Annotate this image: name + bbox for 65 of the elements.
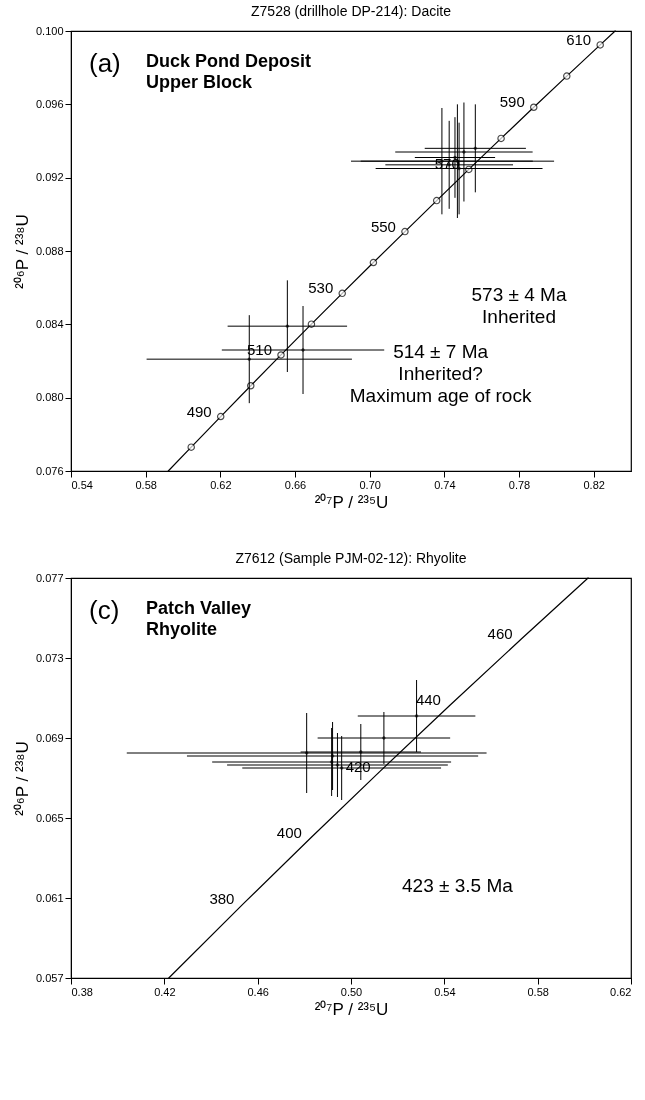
x-tick-label: 0.58 [527, 985, 549, 998]
annotation: Duck Pond Deposit Upper Block [146, 51, 312, 92]
y-axis-title: ²⁰⁶P / ²³⁸U [12, 214, 32, 289]
annotation: 530 [308, 279, 334, 297]
point [247, 357, 251, 361]
point [338, 289, 346, 298]
x-tick-label: 0.82 [583, 478, 605, 491]
annotation: 550 [370, 217, 396, 235]
x-tick-label: 0.46 [247, 985, 269, 998]
x-tick-label: 0.50 [340, 985, 363, 998]
x-tick-label: 0.58 [135, 478, 157, 491]
y-tick-label: 0.069 [35, 731, 64, 744]
annotation: (a) [89, 48, 121, 78]
y-tick-label: 0.088 [35, 244, 64, 257]
point [277, 351, 285, 359]
x-tick-label: 0.42 [154, 985, 176, 998]
point [432, 196, 441, 205]
y-axis-title: ²⁰⁶P / ²³⁸U [12, 741, 32, 816]
point [473, 146, 477, 150]
x-tick-label: 0.54 [434, 985, 456, 998]
x-axis-title: ²⁰⁷P / ²³⁵U [314, 999, 389, 1019]
point [401, 227, 409, 236]
y-tick-label: 0.092 [35, 171, 64, 184]
point [497, 134, 505, 143]
y-tick-label: 0.057 [35, 971, 64, 984]
point [596, 41, 604, 49]
x-axis-title: ²⁰⁷P / ²³⁵U [314, 492, 389, 512]
annotation: 490 [186, 402, 212, 420]
annotation: Patch Valley Rhyolite [146, 598, 252, 639]
chart-title: Z7528 (drillhole DP-214): Dacite [251, 3, 452, 19]
annotation: 610 [566, 30, 592, 48]
x-tick-label: 0.62 [610, 985, 632, 998]
annotation: 590 [499, 93, 525, 111]
point [529, 103, 538, 112]
annotation: 423 ± 3.5 Ma [402, 875, 514, 896]
x-tick-label: 0.54 [71, 478, 93, 491]
point [462, 150, 466, 154]
x-tick-label: 0.66 [284, 478, 307, 491]
x-tick-label: 0.38 [71, 985, 93, 998]
y-tick-label: 0.080 [35, 391, 64, 404]
annotation: 400 [276, 823, 302, 841]
point [369, 258, 378, 267]
annotation: 514 ± 7 Ma Inherited? Maximum age of rock [349, 341, 532, 407]
y-tick-label: 0.100 [35, 24, 64, 37]
y-tick-label: 0.065 [35, 811, 64, 824]
y-tick-label: 0.073 [35, 651, 64, 664]
y-tick-label: 0.084 [35, 317, 64, 330]
point [563, 72, 571, 80]
x-tick-label: 0.70 [359, 478, 381, 491]
point [285, 324, 290, 328]
x-tick-label: 0.62 [210, 478, 232, 491]
annotation: 460 [487, 624, 513, 642]
point [187, 443, 195, 451]
y-tick-label: 0.096 [35, 97, 64, 110]
point [301, 348, 305, 352]
point [216, 412, 225, 421]
x-tick-label: 0.78 [508, 478, 531, 491]
annotation: (c) [89, 595, 120, 625]
y-tick-label: 0.077 [35, 571, 64, 584]
y-tick-label: 0.061 [35, 891, 64, 904]
annotation: 573 ± 4 Ma Inherited [471, 284, 567, 327]
y-tick-label: 0.076 [35, 464, 64, 477]
x-tick-label: 0.74 [434, 478, 456, 491]
annotation: 380 [209, 889, 235, 907]
chart-title: Z7612 (Sample PJM-02-12): Rhyolite [235, 550, 467, 566]
